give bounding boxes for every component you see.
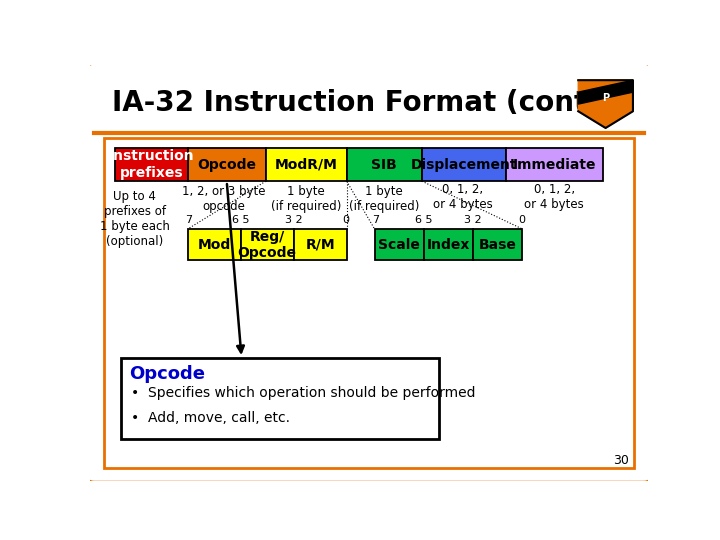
Text: Reg/
Opcode: Reg/ Opcode	[238, 230, 297, 260]
Bar	[294, 229, 346, 260]
Text: 0, 1, 2,
or 4 bytes: 0, 1, 2, or 4 bytes	[433, 183, 492, 211]
Text: 6 5: 6 5	[232, 215, 249, 225]
Text: Up to 4
prefixes of
1 byte each
(optional): Up to 4 prefixes of 1 byte each (optiona…	[99, 190, 170, 247]
Text: ModR/M: ModR/M	[275, 158, 338, 172]
Text: Scale: Scale	[378, 238, 420, 252]
Text: Mod: Mod	[197, 238, 230, 252]
Text: 3 2: 3 2	[285, 215, 302, 225]
Text: P: P	[602, 93, 609, 103]
Text: 7: 7	[185, 215, 192, 225]
Bar	[240, 229, 294, 260]
Text: Index: Index	[427, 238, 470, 252]
Bar	[473, 229, 523, 260]
Text: 30: 30	[613, 454, 629, 467]
Text: SIB: SIB	[372, 158, 397, 172]
Text: 1 byte
(if required): 1 byte (if required)	[271, 185, 341, 213]
Bar	[188, 148, 266, 181]
Bar	[188, 229, 240, 260]
Text: Opcode: Opcode	[197, 158, 256, 172]
Bar	[374, 229, 424, 260]
Text: R/M: R/M	[305, 238, 335, 252]
Text: Base: Base	[479, 238, 517, 252]
Bar	[94, 68, 644, 133]
Bar	[266, 148, 346, 181]
Bar	[104, 138, 634, 468]
Bar	[121, 358, 438, 439]
Text: 0: 0	[518, 215, 525, 225]
Text: Opcode: Opcode	[129, 366, 205, 383]
Text: 1 byte
(if required): 1 byte (if required)	[349, 185, 419, 213]
Text: IA-32 Instruction Format (cont.): IA-32 Instruction Format (cont.)	[112, 89, 611, 117]
Polygon shape	[578, 80, 633, 128]
Text: 0, 1, 2,
or 4 bytes: 0, 1, 2, or 4 bytes	[524, 183, 584, 211]
Text: 7: 7	[372, 215, 379, 225]
Text: 6 5: 6 5	[415, 215, 433, 225]
Text: 0: 0	[343, 215, 349, 225]
Bar	[115, 148, 188, 181]
Bar	[505, 148, 603, 181]
Text: Immediate: Immediate	[513, 158, 596, 172]
Text: Instruction
prefixes: Instruction prefixes	[109, 150, 194, 180]
Bar	[422, 148, 505, 181]
Text: 1, 2, or 3 byte
opcode: 1, 2, or 3 byte opcode	[182, 185, 266, 213]
Text: Displacement: Displacement	[410, 158, 517, 172]
FancyBboxPatch shape	[86, 62, 652, 483]
Text: 3 2: 3 2	[464, 215, 482, 225]
Polygon shape	[578, 80, 633, 104]
Bar	[347, 148, 422, 181]
Text: •  Specifies which operation should be performed: • Specifies which operation should be pe…	[131, 386, 475, 400]
Bar	[424, 229, 473, 260]
Text: •  Add, move, call, etc.: • Add, move, call, etc.	[131, 411, 289, 425]
